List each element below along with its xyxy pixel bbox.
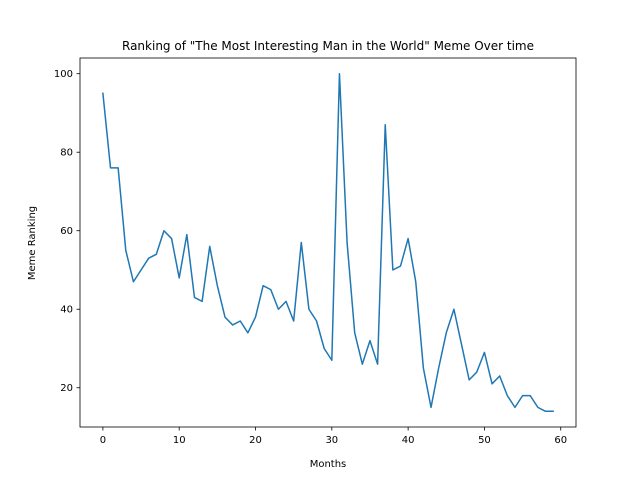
x-tick-label: 40 [402,435,415,446]
series-line-0 [102,72,554,413]
axes-frame [79,57,577,428]
x-tick-label: 0 [100,435,106,446]
y-axis-label: Meme Ranking [27,206,38,280]
plot-area: 0 10 20 30 40 50 60 20 40 60 80 100 [54,57,577,446]
chart-title: Ranking of "The Most Interesting Man in … [122,39,534,53]
x-tick-label: 10 [173,435,186,446]
y-tick-label: 60 [60,226,73,237]
y-tick-label: 80 [60,148,73,159]
x-tick-label: 60 [554,435,567,446]
x-tick-label: 30 [325,435,338,446]
y-tick-label: 100 [54,69,73,80]
y-tick-label: 40 [60,305,73,316]
x-tick-label: 20 [249,435,262,446]
y-tick-label: 20 [60,383,73,394]
x-tick-label: 50 [478,435,491,446]
x-axis-label: Months [310,459,347,470]
